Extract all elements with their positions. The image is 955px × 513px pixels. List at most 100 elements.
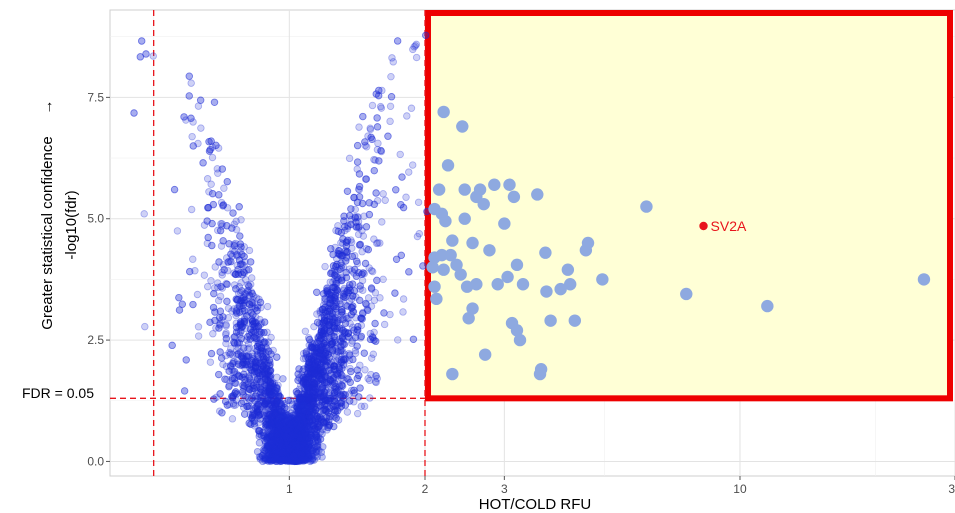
protein-point	[345, 390, 353, 398]
protein-point	[226, 349, 235, 357]
protein-point	[216, 321, 224, 329]
protein-point	[295, 421, 304, 429]
protein-point	[218, 222, 226, 230]
protein-point	[215, 258, 223, 266]
protein-point	[312, 380, 321, 388]
fdr-threshold-label: FDR = 0.05	[22, 385, 94, 401]
protein-point	[332, 308, 340, 317]
enriched-protein-point	[501, 270, 514, 284]
protein-point	[339, 382, 347, 390]
protein-point	[285, 446, 293, 454]
protein-point	[237, 279, 245, 287]
protein-point	[373, 374, 381, 383]
protein-point	[338, 326, 346, 334]
protein-point	[329, 412, 338, 420]
protein-point	[305, 381, 314, 389]
protein-point	[262, 353, 271, 361]
protein-point	[208, 189, 217, 198]
protein-point	[233, 339, 242, 347]
protein-point	[337, 399, 345, 407]
protein-point	[337, 399, 346, 407]
enriched-protein-point	[446, 367, 459, 381]
protein-point	[253, 303, 262, 312]
protein-point	[334, 416, 343, 424]
protein-point	[218, 409, 226, 417]
protein-point	[358, 270, 366, 278]
protein-point	[300, 408, 309, 416]
protein-point	[300, 384, 308, 392]
protein-point	[255, 341, 264, 349]
protein-point	[210, 98, 219, 106]
protein-point	[328, 284, 337, 292]
protein-point	[355, 123, 363, 131]
protein-point	[272, 397, 281, 405]
protein-point	[245, 374, 254, 383]
protein-point	[264, 338, 273, 346]
enriched-protein-point	[531, 188, 544, 201]
x-tick-label: 1	[286, 482, 293, 496]
protein-point	[294, 426, 303, 434]
protein-point	[248, 274, 256, 282]
protein-point	[388, 54, 396, 62]
protein-point	[402, 193, 410, 201]
protein-point	[325, 334, 334, 343]
protein-point	[238, 373, 246, 381]
protein-point	[199, 159, 207, 167]
protein-point	[278, 400, 286, 408]
protein-point	[261, 456, 269, 464]
protein-point	[224, 258, 232, 266]
protein-point	[319, 397, 327, 405]
protein-point	[231, 401, 240, 409]
protein-point	[310, 431, 319, 439]
enriched-protein-point	[437, 263, 450, 276]
protein-point	[362, 143, 371, 151]
protein-point	[271, 401, 280, 409]
protein-point	[326, 329, 335, 337]
protein-point	[380, 309, 388, 317]
protein-point	[399, 295, 408, 303]
protein-point	[338, 382, 346, 390]
protein-point	[178, 300, 186, 308]
protein-point	[316, 309, 324, 317]
protein-point	[316, 414, 324, 422]
protein-point	[345, 333, 353, 342]
protein-point	[337, 228, 346, 237]
protein-point	[337, 239, 345, 247]
protein-point	[306, 422, 314, 431]
protein-point	[246, 376, 254, 384]
protein-point	[256, 378, 265, 386]
protein-point	[252, 361, 260, 370]
protein-point	[238, 259, 246, 268]
protein-point	[231, 333, 239, 341]
protein-point	[335, 362, 343, 370]
protein-point	[267, 420, 276, 428]
protein-point	[249, 415, 257, 423]
protein-point	[398, 173, 406, 181]
protein-point	[217, 220, 225, 228]
protein-point	[313, 346, 321, 355]
protein-point	[200, 271, 209, 279]
protein-point	[265, 372, 273, 380]
protein-point	[326, 318, 334, 326]
protein-point	[371, 156, 379, 164]
protein-point	[375, 157, 383, 165]
protein-point	[318, 319, 326, 327]
protein-point	[355, 193, 364, 201]
protein-point	[333, 316, 341, 325]
protein-point	[314, 364, 322, 373]
protein-point	[323, 350, 332, 359]
protein-point	[238, 361, 246, 370]
protein-point	[187, 79, 195, 87]
protein-point	[286, 396, 295, 405]
protein-point	[331, 366, 339, 374]
enriched-protein-point	[503, 178, 516, 191]
protein-point	[334, 275, 343, 284]
protein-point	[306, 417, 315, 426]
protein-point	[304, 434, 312, 442]
protein-point	[278, 422, 286, 431]
protein-point	[311, 343, 319, 351]
protein-point	[273, 397, 281, 406]
protein-point	[364, 245, 372, 254]
protein-point	[216, 407, 224, 415]
protein-point	[308, 410, 316, 419]
